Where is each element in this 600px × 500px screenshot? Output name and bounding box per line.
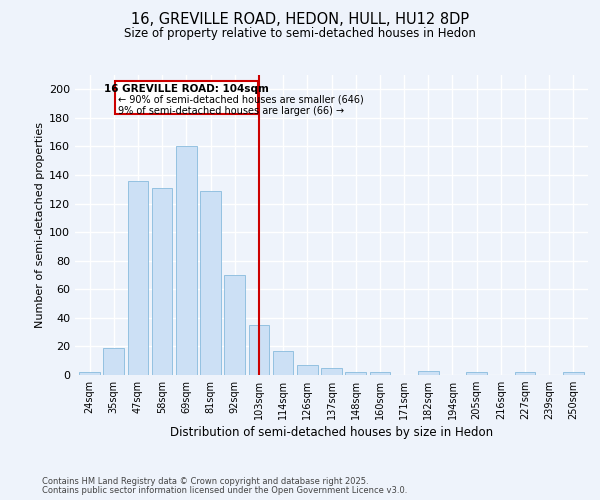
Text: 16, GREVILLE ROAD, HEDON, HULL, HU12 8DP: 16, GREVILLE ROAD, HEDON, HULL, HU12 8DP — [131, 12, 469, 28]
Bar — [224, 275, 245, 375]
Bar — [200, 190, 221, 375]
Bar — [79, 372, 100, 375]
Bar — [248, 325, 269, 375]
Text: Contains HM Land Registry data © Crown copyright and database right 2025.: Contains HM Land Registry data © Crown c… — [42, 477, 368, 486]
Bar — [152, 188, 172, 375]
Text: ← 90% of semi-detached houses are smaller (646): ← 90% of semi-detached houses are smalle… — [118, 94, 364, 104]
Bar — [321, 368, 342, 375]
FancyBboxPatch shape — [115, 80, 257, 114]
Bar — [515, 372, 535, 375]
Y-axis label: Number of semi-detached properties: Number of semi-detached properties — [35, 122, 45, 328]
Bar — [103, 348, 124, 375]
Bar — [297, 365, 317, 375]
Bar — [346, 372, 366, 375]
Text: Contains public sector information licensed under the Open Government Licence v3: Contains public sector information licen… — [42, 486, 407, 495]
Bar — [370, 372, 390, 375]
Bar — [176, 146, 197, 375]
Text: Size of property relative to semi-detached houses in Hedon: Size of property relative to semi-detach… — [124, 28, 476, 40]
Bar — [563, 372, 584, 375]
Bar — [128, 180, 148, 375]
Bar — [418, 370, 439, 375]
Text: 9% of semi-detached houses are larger (66) →: 9% of semi-detached houses are larger (6… — [118, 106, 344, 116]
Bar — [466, 372, 487, 375]
X-axis label: Distribution of semi-detached houses by size in Hedon: Distribution of semi-detached houses by … — [170, 426, 493, 440]
Text: 16 GREVILLE ROAD: 104sqm: 16 GREVILLE ROAD: 104sqm — [104, 84, 269, 94]
Bar — [273, 350, 293, 375]
